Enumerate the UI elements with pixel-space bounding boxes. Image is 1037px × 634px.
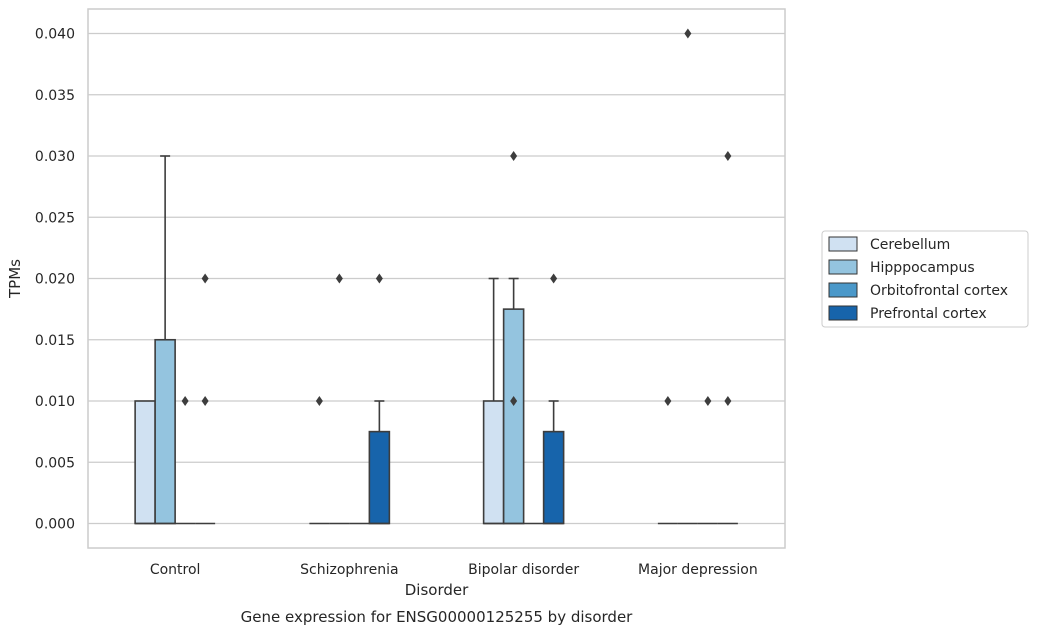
- x-tick-label: Control: [150, 562, 201, 578]
- box-0-1: [309, 396, 330, 525]
- plot-frame: [87, 8, 786, 549]
- outlier-point: [684, 28, 692, 39]
- legend-label: Prefrontal cortex: [870, 306, 987, 322]
- box-3-3: [717, 151, 738, 525]
- outlier-point: [201, 273, 209, 284]
- legend-swatch: [828, 305, 858, 321]
- outlier-point: [510, 396, 518, 406]
- outlier-point: [335, 273, 343, 284]
- y-tick-label: 0.005: [35, 455, 75, 471]
- box-3-0: [195, 273, 216, 525]
- y-tick-label: 0.030: [35, 149, 75, 165]
- x-tick-labels: Control Schizophrenia Bipolar disorder Majo…: [150, 562, 758, 578]
- y-tick-label: 0.040: [35, 27, 75, 43]
- outlier-point: [550, 273, 558, 284]
- outlier-point: [375, 273, 383, 284]
- box-body: [542, 430, 565, 525]
- box-0-0: [134, 400, 156, 525]
- y-tick-label: 0.000: [35, 517, 75, 533]
- y-tick-label: 0.025: [35, 210, 75, 226]
- outlier-point: [181, 396, 189, 406]
- box-3-1: [368, 273, 391, 525]
- boxes-layer: [134, 28, 738, 525]
- outlier-point: [724, 396, 732, 406]
- outlier-point: [201, 396, 209, 406]
- legend-swatch: [828, 282, 858, 298]
- x-tick-label: Schizophrenia: [300, 562, 398, 578]
- box-1-2: [502, 151, 525, 525]
- y-axis-label: TPMs: [6, 259, 24, 299]
- x-tick-label: Major depression: [638, 562, 758, 578]
- outlier-point: [510, 151, 518, 161]
- box-0-2: [482, 277, 505, 525]
- box-body: [368, 430, 391, 525]
- y-tick-label: 0.010: [35, 394, 75, 410]
- box-1-0: [154, 155, 176, 525]
- x-axis-label: Disorder: [405, 581, 469, 599]
- box-3-2: [542, 273, 565, 525]
- box-body: [482, 400, 505, 525]
- legend-swatch: [828, 236, 858, 252]
- legend-frame: [821, 230, 1029, 328]
- chart-caption: Gene expression for ENSG00000125255 by d…: [241, 608, 634, 626]
- legend-label: Hipppocampus: [870, 260, 975, 276]
- legend-label: Orbitofrontal cortex: [870, 283, 1008, 299]
- box-body: [154, 338, 176, 525]
- outlier-point: [724, 151, 732, 161]
- outlier-point: [664, 396, 672, 406]
- box-1-1: [329, 273, 350, 525]
- box-body: [134, 400, 156, 525]
- box-2-0: [175, 396, 196, 525]
- outlier-point: [315, 396, 323, 406]
- box-0-3: [657, 396, 678, 525]
- outlier-point: [704, 396, 712, 406]
- y-tick-label: 0.015: [35, 333, 75, 349]
- box-2-3: [697, 396, 718, 525]
- legend-swatch: [828, 259, 858, 275]
- legend-label: Cerebellum: [870, 237, 950, 253]
- y-tick-labels: 0.000 0.005 0.010 0.015 0.020 0.025 0.030 0.035…: [35, 27, 75, 533]
- x-tick-label: Bipolar disorder: [468, 562, 579, 578]
- box-1-3: [677, 28, 698, 525]
- y-tick-label: 0.020: [35, 272, 75, 288]
- gridlines: [88, 32, 785, 525]
- box-body: [502, 308, 525, 525]
- y-tick-label: 0.035: [35, 88, 75, 104]
- legend: Cerebellum Hipppocampus Orbitofrontal cort…: [821, 230, 1029, 328]
